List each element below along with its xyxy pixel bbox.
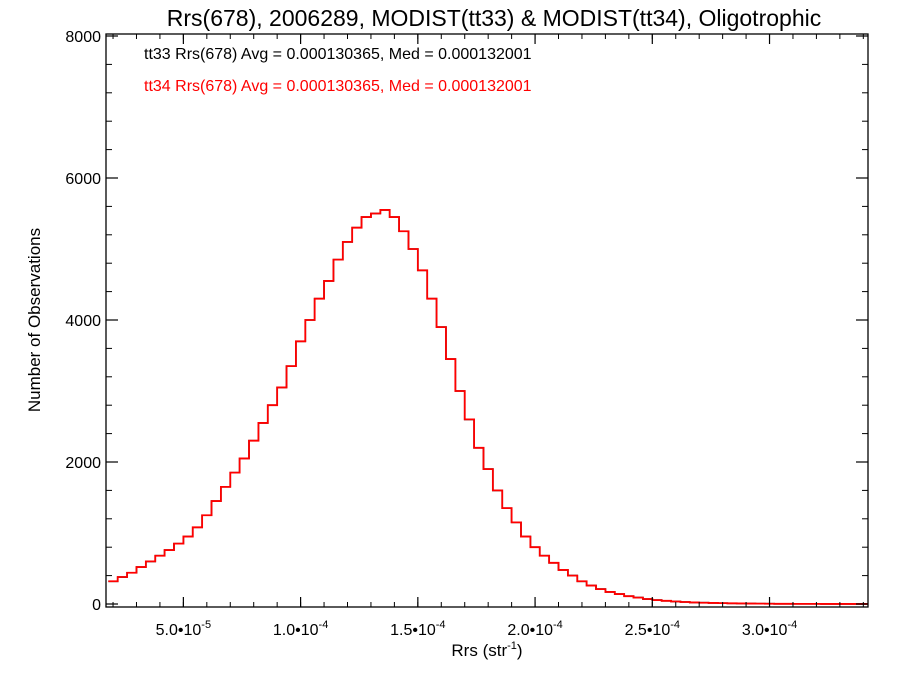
x-tick-label: 3.0•10-4 — [742, 619, 797, 639]
y-tick-label: 4000 — [65, 313, 101, 330]
x-tick-label-mantissa: 2.5•10 — [625, 622, 671, 639]
x-axis-label-end: ) — [517, 641, 523, 660]
series-layer — [108, 209, 868, 605]
y-axis-ticks: 0 2000 4000 6000 8000 — [65, 29, 868, 614]
y-axis-label: Number of Observations — [25, 228, 44, 412]
x-tick-label-mantissa: 1.5•10 — [390, 622, 436, 639]
x-tick-label-mantissa: 5.0•10 — [156, 622, 202, 639]
x-tick-label-mantissa: 3.0•10 — [742, 622, 788, 639]
x-axis-label-superscript: -1 — [507, 640, 517, 652]
y-tick-label: 0 — [92, 597, 101, 614]
x-tick-label-exponent: -4 — [553, 619, 563, 631]
x-tick-label-exponent: -4 — [787, 619, 797, 631]
y-tick-label: 8000 — [65, 29, 101, 46]
x-tick-label-exponent: -5 — [201, 619, 211, 631]
x-tick-label: 1.0•10-4 — [273, 619, 328, 639]
y-tick-label: 6000 — [65, 171, 101, 188]
x-tick-label: 1.5•10-4 — [390, 619, 445, 639]
x-tick-label-mantissa: 1.0•10 — [273, 622, 319, 639]
x-tick-label: 2.5•10-4 — [625, 619, 680, 639]
x-tick-label-exponent: -4 — [670, 619, 680, 631]
x-tick-label-exponent: -4 — [319, 619, 329, 631]
x-axis-ticks: 5.0•10-5 1.0•10-4 1.5•10-4 2.0•10-4 2.5•10-4… — [112, 34, 864, 639]
series-line-tt34 — [108, 209, 868, 605]
x-tick-label: 2.0•10-4 — [507, 619, 562, 639]
x-axis-label: Rrs (str-1) — [451, 640, 522, 660]
x-axis-label-text: Rrs (str — [451, 641, 507, 660]
annotation-tt34: tt34 Rrs(678) Avg = 0.000130365, Med = 0… — [144, 78, 532, 95]
x-tick-label-mantissa: 2.0•10 — [507, 622, 553, 639]
x-tick-label-exponent: -4 — [436, 619, 446, 631]
chart-title: Rrs(678), 2006289, MODIST(tt33) & MODIST… — [167, 5, 821, 31]
y-tick-label: 2000 — [65, 455, 101, 472]
x-tick-label: 5.0•10-5 — [156, 619, 211, 639]
annotation-tt33: tt33 Rrs(678) Avg = 0.000130365, Med = 0… — [144, 46, 532, 63]
